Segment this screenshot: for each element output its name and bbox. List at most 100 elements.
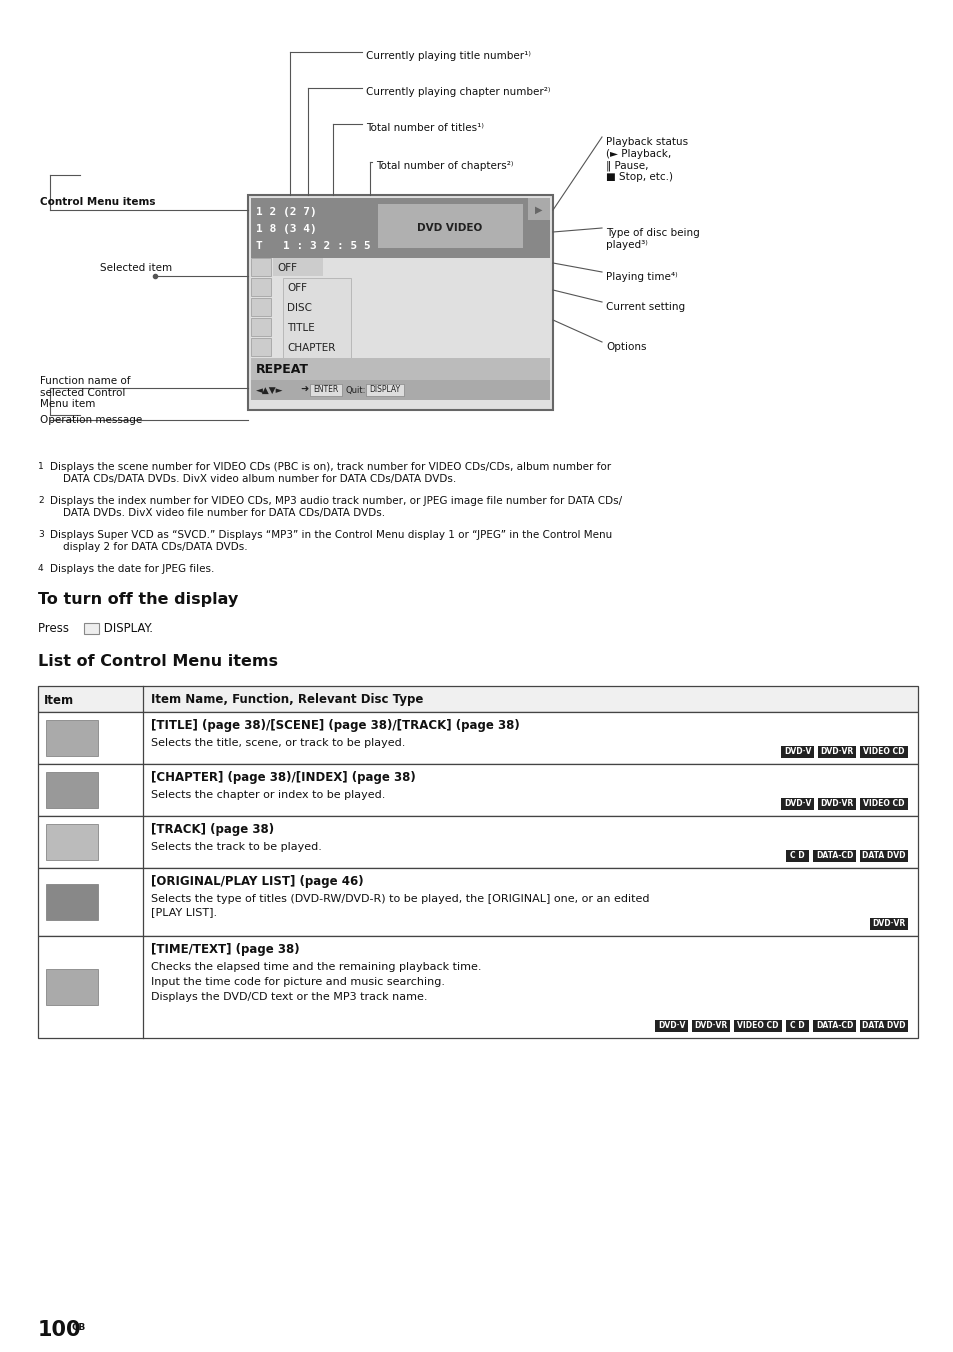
Text: VIDEO CD: VIDEO CD [862, 748, 903, 757]
Text: 4: 4 [38, 564, 44, 573]
Bar [859, 798, 907, 810]
Bar [781, 746, 813, 758]
Text: DISPLAY.: DISPLAY. [100, 622, 152, 635]
Bar [251, 358, 550, 380]
Text: VIDEO CD: VIDEO CD [862, 799, 903, 808]
Text: DATA-CD: DATA-CD [815, 852, 852, 860]
Text: [CHAPTER] (page 38)/[INDEX] (page 38): [CHAPTER] (page 38)/[INDEX] (page 38) [151, 771, 416, 784]
Text: C D: C D [789, 1022, 804, 1030]
Text: [TRACK] (page 38): [TRACK] (page 38) [151, 822, 274, 836]
Bar [283, 279, 351, 358]
Bar [251, 297, 271, 316]
Text: [TITLE] (page 38)/[SCENE] (page 38)/[TRACK] (page 38): [TITLE] (page 38)/[SCENE] (page 38)/[TRA… [151, 718, 519, 731]
Text: 2: 2 [38, 496, 44, 506]
Bar [46, 721, 98, 756]
Text: Total number of chapters²⁾: Total number of chapters²⁾ [375, 161, 513, 170]
Bar [251, 380, 550, 400]
Text: Displays Super VCD as “SVCD.” Displays “MP3” in the Control Menu display 1 or “J: Displays Super VCD as “SVCD.” Displays “… [50, 530, 612, 552]
Text: GB: GB [71, 1322, 86, 1332]
Text: ➜: ➜ [299, 385, 308, 395]
Text: ▶: ▶ [535, 206, 542, 215]
Text: DVD·VR: DVD·VR [820, 748, 853, 757]
Text: Selects the type of titles (DVD-RW/DVD-R) to be played, the [ORIGINAL] one, or a: Selects the type of titles (DVD-RW/DVD-R… [151, 894, 649, 904]
Bar [859, 746, 907, 758]
Text: Displays the scene number for VIDEO CDs (PBC is on), track number for VIDEO CDs/: Displays the scene number for VIDEO CDs … [50, 462, 611, 484]
Bar [38, 685, 917, 713]
Bar [869, 918, 907, 930]
Bar [46, 969, 98, 1005]
Bar [38, 764, 917, 817]
Text: Currently playing chapter number²⁾: Currently playing chapter number²⁾ [366, 87, 550, 97]
Bar [812, 850, 855, 863]
Text: OFF: OFF [287, 283, 307, 293]
Text: Function name of
selected Control
Menu item: Function name of selected Control Menu i… [40, 376, 131, 410]
Bar [527, 197, 550, 220]
Bar [251, 338, 271, 356]
Text: DVD·V: DVD·V [783, 799, 810, 808]
Text: DVD·V: DVD·V [783, 748, 810, 757]
Bar [310, 384, 341, 396]
Text: DATA-CD: DATA-CD [815, 1022, 852, 1030]
Text: Operation message: Operation message [40, 415, 142, 425]
Text: [PLAY LIST].: [PLAY LIST]. [151, 907, 217, 917]
Text: OFF: OFF [276, 264, 296, 273]
Text: 3: 3 [38, 530, 44, 539]
Text: DATA DVD: DATA DVD [862, 1022, 904, 1030]
Text: Selects the chapter or index to be played.: Selects the chapter or index to be playe… [151, 790, 385, 800]
Bar [46, 823, 98, 860]
Bar [46, 772, 98, 808]
Bar [377, 204, 522, 247]
Text: Total number of titles¹⁾: Total number of titles¹⁾ [366, 123, 483, 132]
Text: DISC: DISC [287, 303, 312, 314]
Text: DVD·V: DVD·V [658, 1022, 684, 1030]
Text: Displays the index number for VIDEO CDs, MP3 audio track number, or JPEG image f: Displays the index number for VIDEO CDs,… [50, 496, 621, 518]
Text: Item Name, Function, Relevant Disc Type: Item Name, Function, Relevant Disc Type [151, 694, 423, 707]
Text: Checks the elapsed time and the remaining playback time.: Checks the elapsed time and the remainin… [151, 963, 481, 972]
Bar [38, 936, 917, 1038]
Text: C D: C D [789, 852, 804, 860]
Text: VIDEO CD: VIDEO CD [737, 1022, 778, 1030]
Text: DVD·VR: DVD·VR [871, 919, 904, 929]
Text: REPEAT: REPEAT [255, 362, 309, 376]
Bar [38, 868, 917, 936]
Text: Type of disc being
played³⁾: Type of disc being played³⁾ [605, 228, 699, 250]
Bar [655, 1019, 687, 1032]
Text: 1: 1 [38, 462, 44, 470]
Text: Displays the DVD/CD text or the MP3 track name.: Displays the DVD/CD text or the MP3 trac… [151, 992, 427, 1002]
Text: 1 8 (3 4): 1 8 (3 4) [255, 224, 316, 234]
Text: DVD·VR: DVD·VR [820, 799, 853, 808]
Bar [812, 1019, 855, 1032]
Bar [859, 1019, 907, 1032]
Text: DVD·VR: DVD·VR [694, 1022, 727, 1030]
Text: Input the time code for picture and music searching.: Input the time code for picture and musi… [151, 977, 444, 987]
Bar [84, 623, 99, 634]
Bar [781, 798, 813, 810]
Bar [817, 746, 855, 758]
Text: Selects the track to be played.: Selects the track to be played. [151, 842, 321, 852]
Text: T   1 : 3 2 : 5 5: T 1 : 3 2 : 5 5 [255, 241, 371, 251]
Text: [TIME/TEXT] (page 38): [TIME/TEXT] (page 38) [151, 942, 299, 956]
Bar [733, 1019, 781, 1032]
Text: Playback status
(► Playback,
‖ Pause,
■ Stop, etc.): Playback status (► Playback, ‖ Pause, ■ … [605, 137, 687, 183]
Text: DVD VIDEO: DVD VIDEO [416, 223, 482, 233]
Text: DATA DVD: DATA DVD [862, 852, 904, 860]
Text: 100: 100 [38, 1320, 81, 1340]
Bar [248, 195, 553, 410]
Text: Selected item: Selected item [100, 264, 172, 273]
Bar [785, 850, 808, 863]
Bar [38, 817, 917, 868]
Text: Item: Item [44, 694, 74, 707]
Text: List of Control Menu items: List of Control Menu items [38, 654, 277, 669]
Bar [46, 884, 98, 919]
Text: Press: Press [38, 622, 72, 635]
Bar [785, 1019, 808, 1032]
Text: Current setting: Current setting [605, 301, 684, 312]
Bar [251, 318, 271, 337]
Text: CHAPTER: CHAPTER [287, 343, 335, 353]
Text: Displays the date for JPEG files.: Displays the date for JPEG files. [50, 564, 214, 575]
Text: ENTER: ENTER [313, 385, 338, 393]
Text: To turn off the display: To turn off the display [38, 592, 238, 607]
Bar [273, 258, 323, 276]
Bar [817, 798, 855, 810]
Text: 1 2 (2 7): 1 2 (2 7) [255, 207, 316, 218]
